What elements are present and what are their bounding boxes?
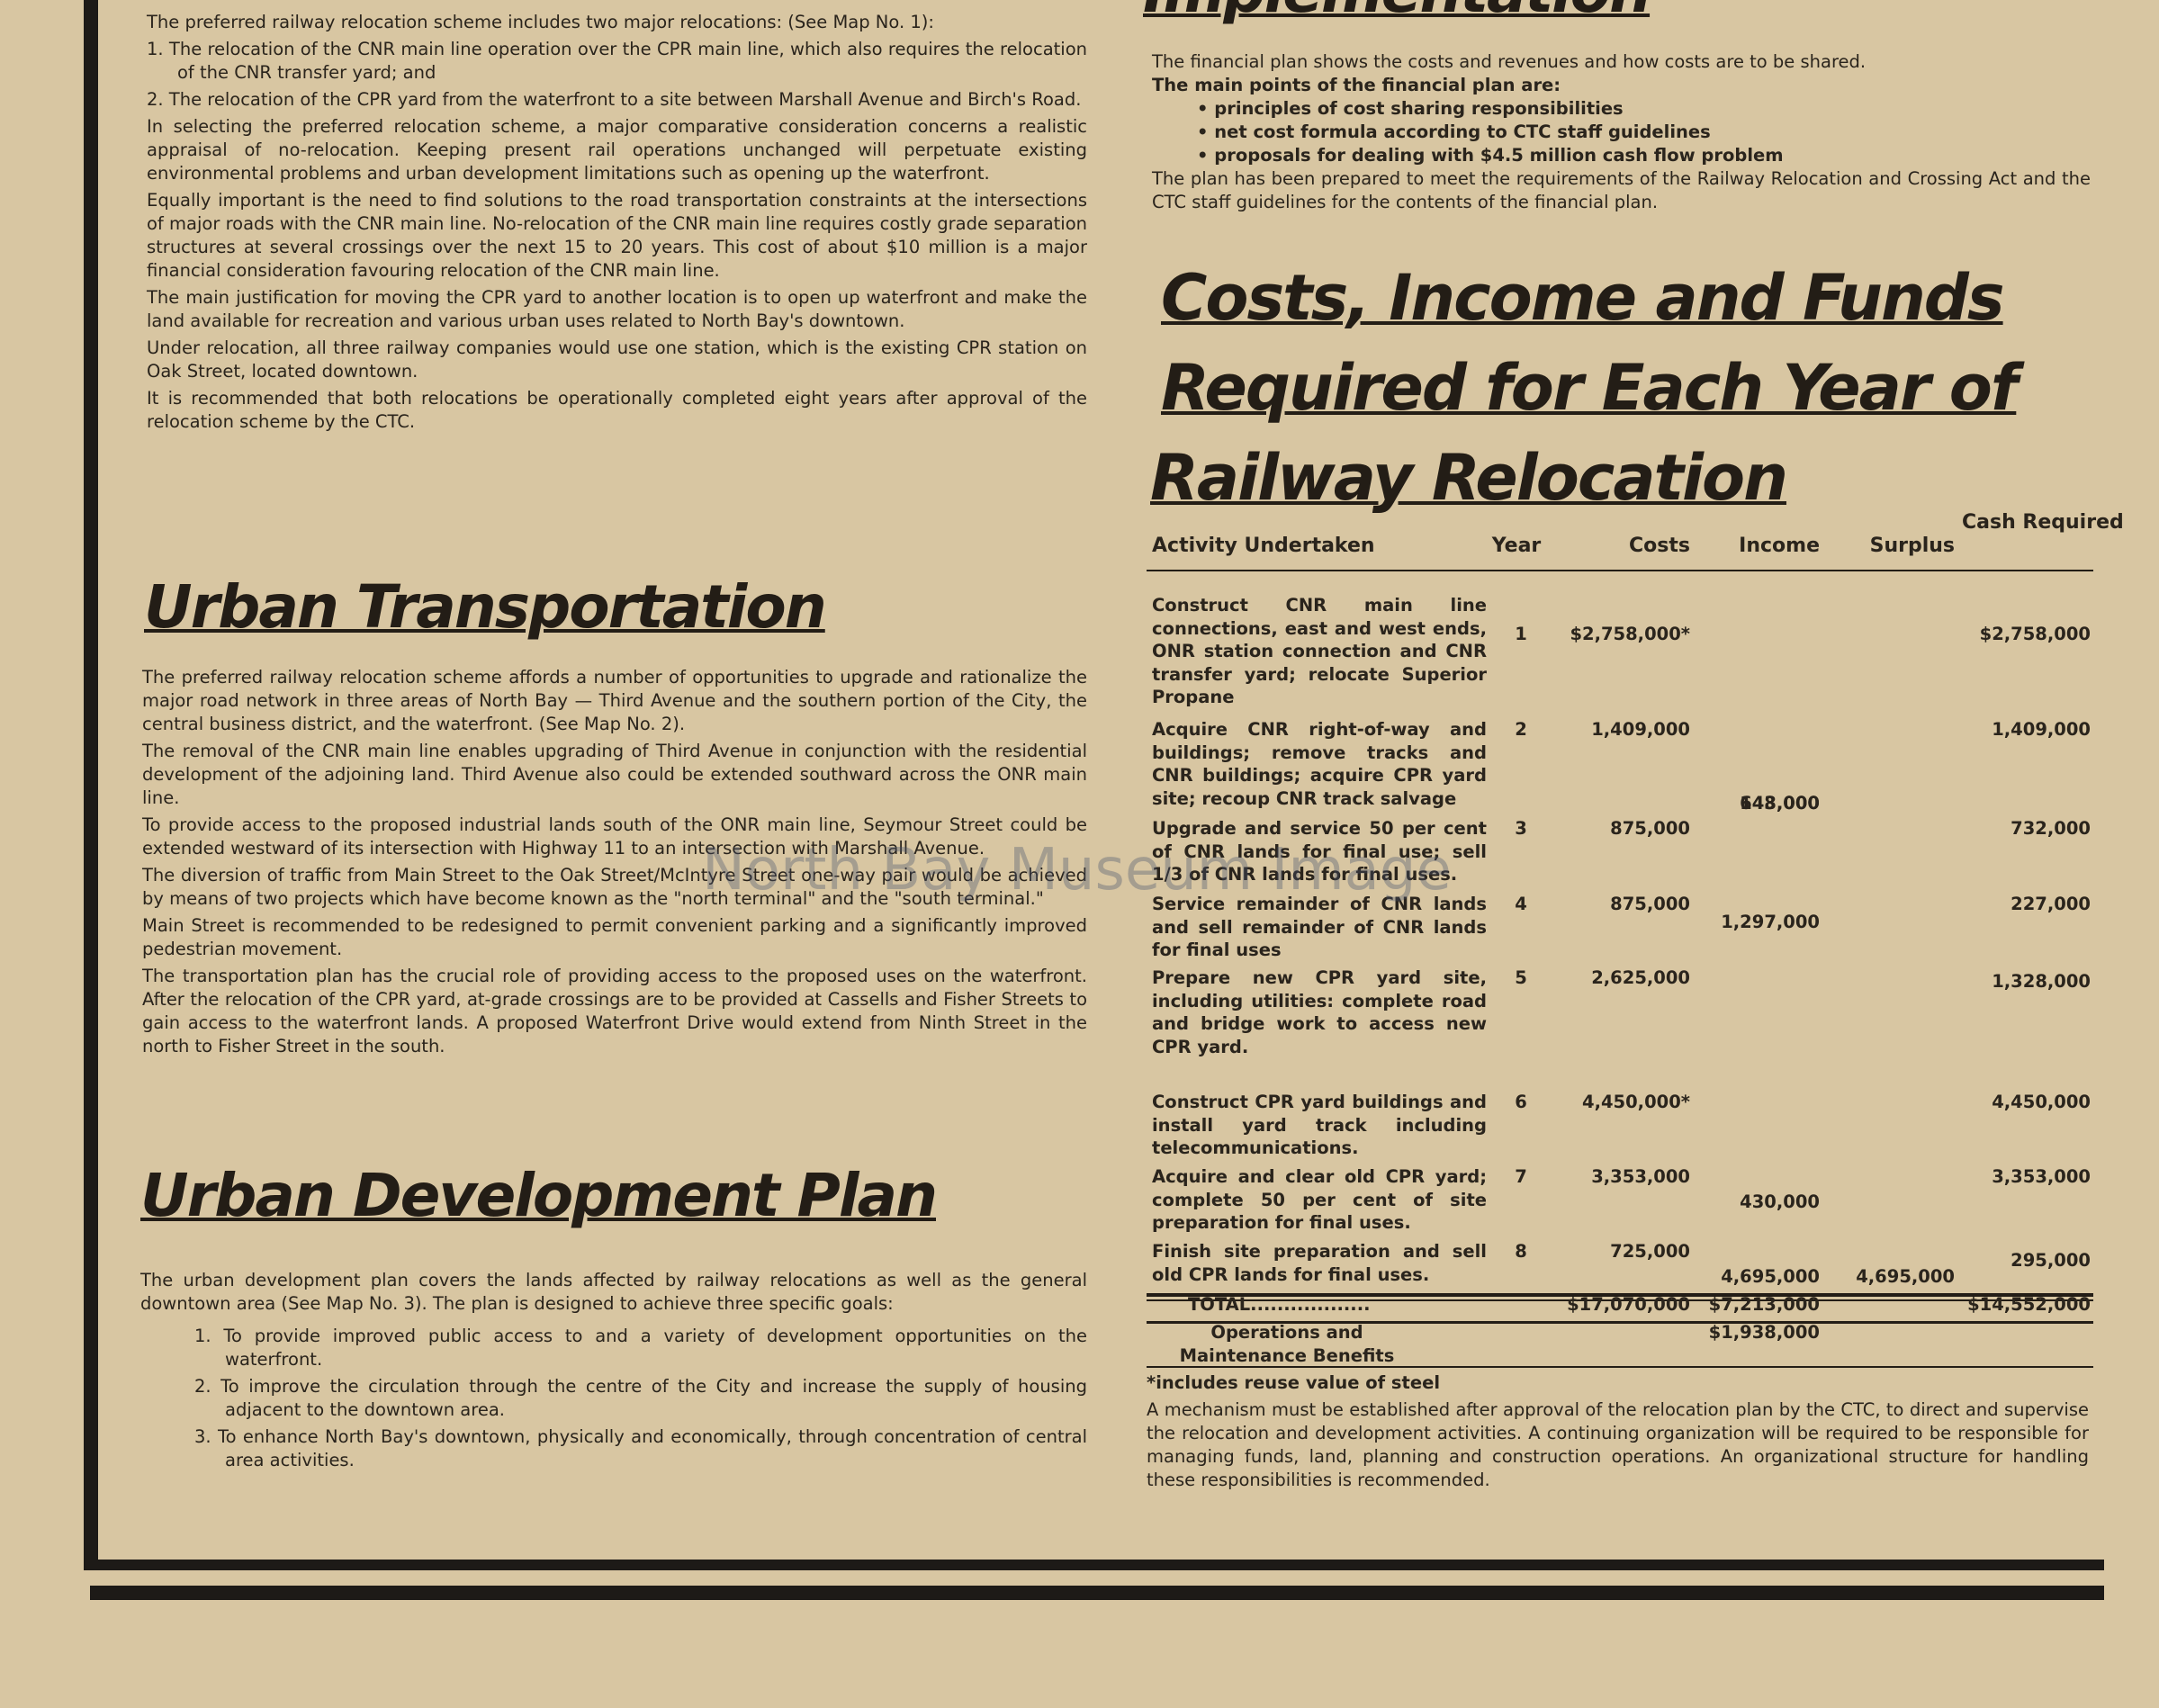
rule <box>1147 1293 2093 1297</box>
table-cell: TOTAL.................. <box>1188 1294 1371 1315</box>
watermark: North Bay Museum Image <box>702 837 1452 903</box>
table-cell: Surplus <box>1869 535 1955 557</box>
table-cell: $2,758,000* <box>1570 624 1690 644</box>
table-cell: 6 <box>1515 1092 1527 1112</box>
table-cell: 5 <box>1515 967 1527 988</box>
table-cell: 7 <box>1515 1166 1527 1187</box>
table-cell: $14,552,000 <box>1967 1294 2091 1315</box>
heading: Implementation <box>1143 0 1651 26</box>
table-cell: 4,695,000 <box>1856 1266 1955 1287</box>
table-cell: 725,000 <box>1610 1241 1690 1262</box>
paragraph: The urban development plan covers the la… <box>140 1270 1087 1314</box>
paragraph: The preferred railway relocation scheme … <box>142 667 1087 734</box>
table-cell: Prepare new CPR yard site, including uti… <box>1152 967 1487 1057</box>
table-cell: 875,000 <box>1610 894 1690 914</box>
table-cell: $2,758,000 <box>1979 624 2091 644</box>
table-cell: 295,000 <box>2011 1250 2091 1271</box>
table-cell: Construct CPR yard buildings and install… <box>1152 1092 1487 1158</box>
paragraph: Equally important is the need to find so… <box>147 190 1087 281</box>
table-cell: 3 <box>1515 818 1527 839</box>
table-title: Required for Each Year of <box>1161 351 2018 425</box>
table-cell: 4,450,000* <box>1582 1092 1690 1112</box>
table-cell: 1,409,000 <box>1591 719 1690 740</box>
rule <box>1147 1321 2093 1324</box>
rule <box>1147 1299 2093 1301</box>
table-cell: Upgrade and service 50 per cent of CNR l… <box>1152 818 1487 885</box>
paragraph: The financial plan shows the costs and r… <box>1152 51 1867 72</box>
left-border <box>84 0 98 1570</box>
paragraph: A mechanism must be established after ap… <box>1147 1399 2089 1490</box>
paragraph: The transportation plan has the crucial … <box>142 966 1087 1056</box>
table-cell: 1 <box>1515 624 1527 644</box>
table-cell: $17,070,000 <box>1567 1294 1690 1315</box>
table-cell: 3,353,000 <box>1992 1166 2091 1187</box>
footnote: *includes reuse value of steel <box>1147 1372 1440 1393</box>
bullet-text: principles of cost sharing responsibilit… <box>1214 98 1624 119</box>
paragraph: The main justification for moving the CP… <box>147 287 1087 331</box>
paragraph: Main Street is recommended to be redesig… <box>142 915 1087 959</box>
list-item: 1. The relocation of the CNR main line o… <box>147 39 1087 83</box>
paragraph: It is recommended that both relocations … <box>147 388 1087 432</box>
table-title: Costs, Income and Funds <box>1161 261 2005 335</box>
table-cell: Cash Required <box>1962 511 2124 534</box>
bullet-text: proposals for dealing with $4.5 million … <box>1214 145 1784 166</box>
table-cell: 227,000 <box>2011 894 2091 914</box>
table-cell: Income <box>1739 535 1820 557</box>
table-cell: 875,000 <box>1610 818 1690 839</box>
table-cell: 3,353,000 <box>1591 1166 1690 1187</box>
table-cell: 2,625,000 <box>1591 967 1690 988</box>
table-cell: $1,938,000 <box>1708 1322 1820 1343</box>
table-cell: Costs <box>1629 535 1690 557</box>
heading: Urban Transportation <box>144 572 827 642</box>
table-cell: 8 <box>1515 1241 1527 1262</box>
bullet-text: net cost formula according to CTC staff … <box>1214 121 1711 142</box>
list-item: 1. To provide improved public access to … <box>194 1326 1087 1370</box>
paragraph: The plan has been prepared to meet the r… <box>1152 168 2091 212</box>
paragraph: The main points of the financial plan ar… <box>1152 75 1561 95</box>
rule <box>1147 1366 2093 1368</box>
table-cell: 1,409,000 <box>1992 719 2091 740</box>
table-cell: 648,000 <box>1740 793 1820 814</box>
list-item: 2. To improve the circulation through th… <box>194 1376 1087 1420</box>
table-cell: 143,000 <box>1740 793 1820 814</box>
paragraph: Under relocation, all three railway comp… <box>147 337 1087 382</box>
list-item: 2. The relocation of the CPR yard from t… <box>147 89 1082 110</box>
paragraph: In selecting the preferred relocation sc… <box>147 116 1087 184</box>
table-cell: 4,450,000 <box>1992 1092 2091 1112</box>
table-cell: 2 <box>1515 719 1527 740</box>
bottom-border-outer <box>90 1586 2104 1600</box>
table-cell: 732,000 <box>2011 818 2091 839</box>
left-intro: The preferred railway relocation scheme … <box>147 11 1087 437</box>
table-cell: Construct CNR main line connections, eas… <box>1152 595 1487 707</box>
bottom-border <box>84 1560 2104 1570</box>
paragraph: The preferred railway relocation scheme … <box>147 12 934 32</box>
table-cell: 1,297,000 <box>1721 912 1820 932</box>
section: The preferred railway relocation scheme … <box>142 666 1087 1062</box>
table-cell: 430,000 <box>1740 1191 1820 1212</box>
section: The financial plan shows the costs and r… <box>1152 50 2091 218</box>
paragraph: The diversion of traffic from Main Stree… <box>142 865 1087 909</box>
table-cell: Acquire and clear old CPR yard; complete… <box>1152 1166 1487 1233</box>
table-cell: $7,213,000 <box>1708 1294 1820 1315</box>
heading: Urban Development Plan <box>140 1161 938 1230</box>
table-cell: Acquire CNR right-of-way and buildings; … <box>1152 719 1487 809</box>
bullet: • net cost formula according to CTC staf… <box>1197 121 1711 142</box>
table-cell: Service remainder of CNR lands and sell … <box>1152 894 1487 960</box>
table-cell: 4 <box>1515 894 1527 914</box>
table-cell: 4,695,000 <box>1721 1266 1820 1287</box>
list-item: 3. To enhance North Bay's downtown, phys… <box>194 1426 1087 1470</box>
table-cell: Finish site preparation and sell old CPR… <box>1152 1241 1487 1285</box>
table-cell: Year <box>1491 535 1542 557</box>
table-cell: Operations and Maintenance Benefits <box>1179 1322 1395 1366</box>
table-title: Railway Relocation <box>1150 441 1788 515</box>
table-cell: 1,328,000 <box>1992 971 2091 992</box>
section: The urban development plan covers the la… <box>140 1269 1087 1476</box>
bullet: • principles of cost sharing responsibil… <box>1197 98 1624 119</box>
rule <box>1147 570 2093 571</box>
paragraph: To provide access to the proposed indust… <box>142 814 1087 858</box>
paragraph: The removal of the CNR main line enables… <box>142 741 1087 808</box>
bullet: • proposals for dealing with $4.5 millio… <box>1197 145 1784 166</box>
table-cell: Activity Undertaken <box>1152 535 1375 557</box>
